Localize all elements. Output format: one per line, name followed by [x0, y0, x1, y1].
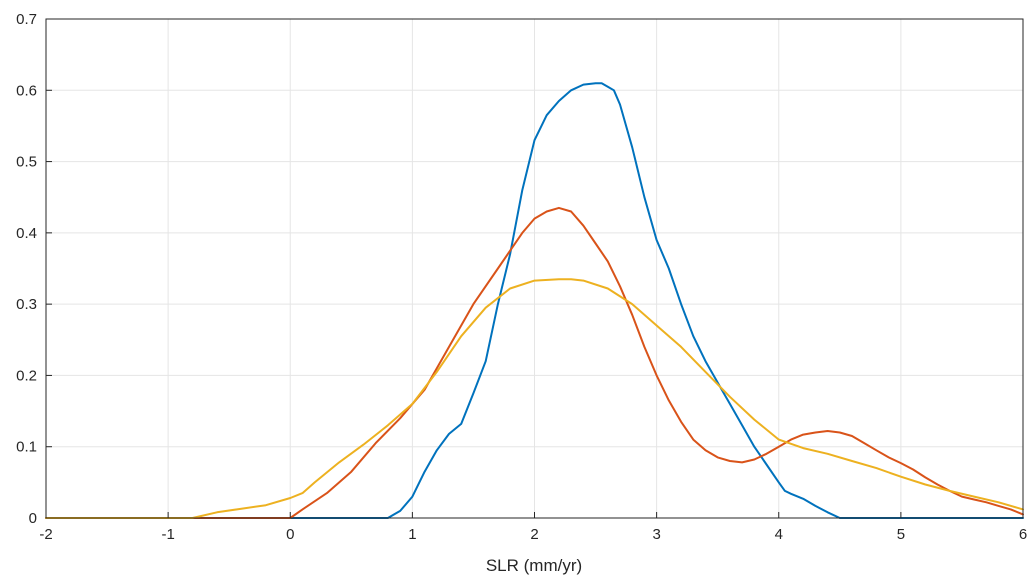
y-tick-label: 0	[29, 510, 37, 527]
x-tick-label: 0	[286, 526, 294, 543]
y-tick-label: 0.3	[16, 296, 37, 313]
x-tick-label: 5	[897, 526, 905, 543]
series-layer	[45, 82, 1024, 519]
x-tick-label: 6	[1019, 526, 1027, 543]
series-line-3	[45, 278, 1024, 519]
y-tick-label: 0.5	[16, 154, 37, 171]
y-tick-label: 0.1	[16, 439, 37, 456]
x-axis-label: SLR (mm/yr)	[486, 556, 582, 575]
y-tick-label: 0.6	[16, 82, 37, 99]
y-tick-label: 0.2	[16, 367, 37, 384]
x-tick-labels: -2 -1 0 1 2 3 4 5 6	[39, 512, 1027, 543]
x-tick-label: -1	[161, 526, 174, 543]
y-tick-labels: 0 0.1 0.2 0.3 0.4 0.5 0.6 0.7	[16, 11, 52, 527]
series-line-1	[45, 82, 1024, 519]
x-tick-label: 3	[652, 526, 660, 543]
x-tick-label: -2	[39, 526, 52, 543]
x-tick-label: 1	[408, 526, 416, 543]
x-tick-label: 2	[530, 526, 538, 543]
y-tick-label: 0.7	[16, 11, 37, 28]
y-tick-label: 0.4	[16, 225, 37, 242]
x-tick-label: 4	[775, 526, 783, 543]
series-line-2	[45, 206, 1024, 519]
